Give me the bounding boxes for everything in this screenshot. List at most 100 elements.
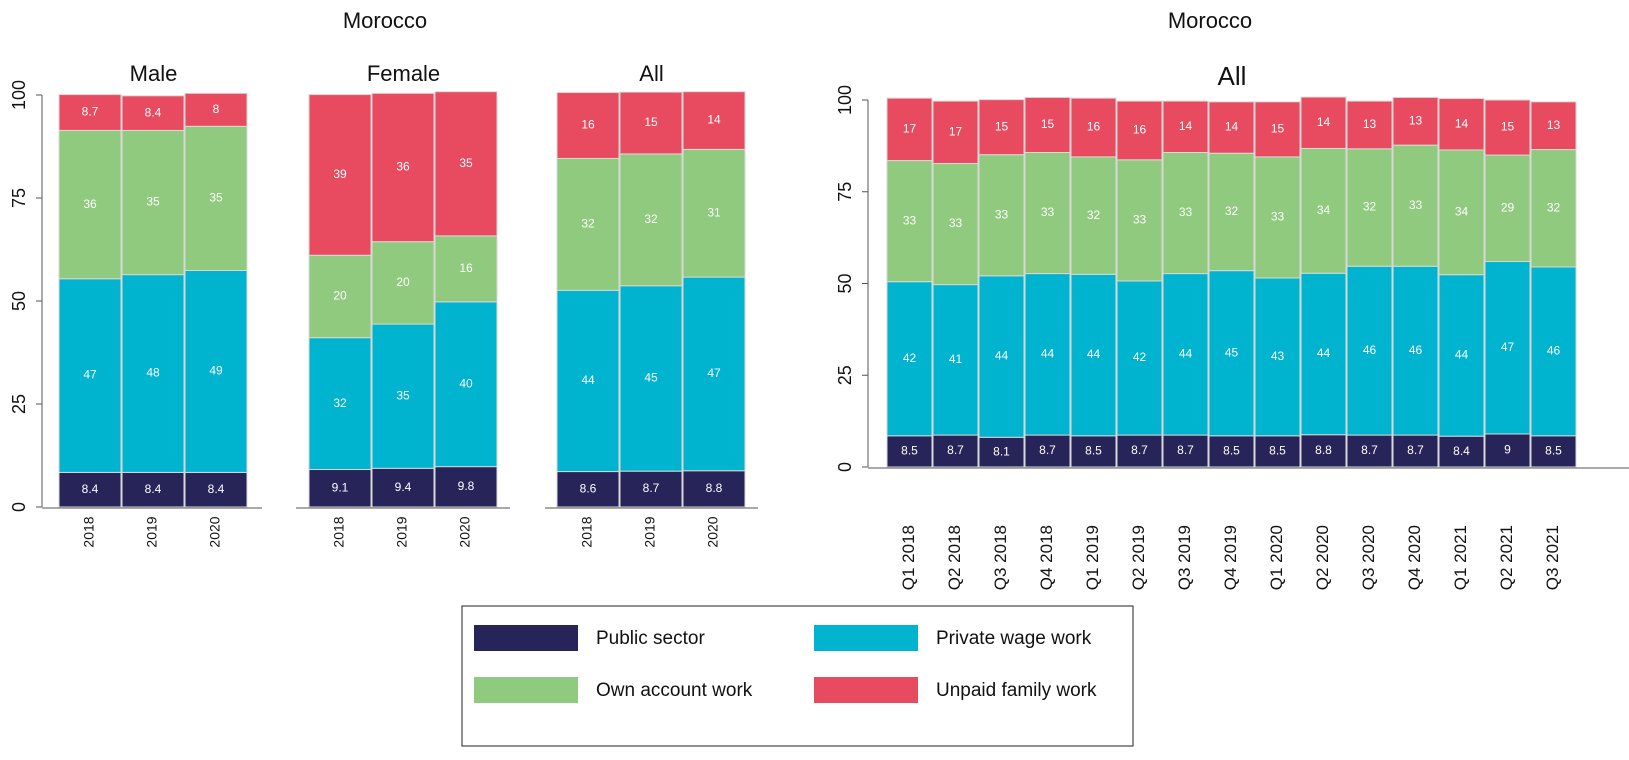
data-label: 39 bbox=[333, 167, 347, 181]
bar-segment bbox=[1484, 433, 1531, 468]
data-label: 40 bbox=[459, 376, 473, 390]
x-tick-label: Q4 2020 bbox=[1405, 525, 1424, 590]
bar-segment bbox=[58, 94, 122, 131]
data-label: 15 bbox=[644, 115, 658, 129]
series: 44 45 47 bbox=[556, 276, 746, 473]
data-label: 8 bbox=[213, 102, 220, 116]
data-label: 8.5 bbox=[1085, 444, 1102, 458]
data-label: 44 bbox=[1179, 347, 1193, 361]
data-label: 44 bbox=[1455, 348, 1469, 362]
bar-segment bbox=[1070, 97, 1117, 158]
data-label: 8.7 bbox=[1039, 443, 1056, 457]
bar-segment bbox=[1208, 435, 1255, 468]
bar-segment bbox=[184, 270, 248, 473]
series: 42 41 44 44 44 42 44 45 43 44 46 46 44 47 46 bbox=[886, 260, 1577, 438]
series: 8.7 8.4 8 bbox=[58, 92, 248, 131]
y-tick-label: 50 bbox=[9, 291, 29, 311]
data-label: 32 bbox=[333, 396, 347, 410]
data-label: 8.5 bbox=[1223, 444, 1240, 458]
bar-segment bbox=[1300, 147, 1347, 274]
x-tick-label: Q3 2021 bbox=[1543, 525, 1562, 590]
bar-segment bbox=[1116, 159, 1163, 282]
x-tick-label: Q4 2018 bbox=[1037, 525, 1056, 590]
data-label: 8.7 bbox=[1407, 443, 1424, 457]
legend-label: Own account work bbox=[596, 680, 753, 701]
data-label: 47 bbox=[707, 366, 721, 380]
data-label: 8.4 bbox=[145, 482, 162, 496]
series: 32 35 40 bbox=[308, 301, 498, 471]
legend-label: Public sector bbox=[596, 628, 705, 649]
bar-segment bbox=[1116, 434, 1163, 468]
data-label: 20 bbox=[333, 289, 347, 303]
panel-title: All bbox=[639, 61, 663, 86]
data-label: 32 bbox=[1087, 208, 1101, 222]
y-tick-label: 50 bbox=[835, 273, 855, 293]
legend-swatch bbox=[814, 625, 918, 651]
bar-segment bbox=[1208, 152, 1255, 272]
x-tick-label: Q3 2020 bbox=[1359, 525, 1378, 590]
data-label: 8.4 bbox=[208, 482, 225, 496]
bar-segment bbox=[1024, 273, 1071, 436]
bar-segment bbox=[1484, 260, 1531, 435]
data-label: 8.5 bbox=[1545, 444, 1562, 458]
x-tick-label: 2019 bbox=[394, 516, 410, 547]
data-label: 48 bbox=[146, 366, 160, 380]
data-label: 13 bbox=[1409, 113, 1423, 127]
bar-segment bbox=[1392, 265, 1439, 436]
bar-segment bbox=[1438, 274, 1485, 437]
data-label: 13 bbox=[1363, 117, 1377, 131]
data-label: 8.7 bbox=[643, 481, 660, 495]
bar-segment bbox=[184, 92, 248, 127]
bar-segment bbox=[619, 285, 683, 472]
data-label: 8.7 bbox=[947, 443, 964, 457]
data-label: 46 bbox=[1547, 344, 1561, 358]
bar-segment bbox=[682, 470, 746, 508]
bar-segment bbox=[434, 466, 498, 508]
x-tick-label: 2020 bbox=[705, 516, 721, 547]
x-tick-label: 2019 bbox=[642, 516, 658, 547]
bar-segment bbox=[886, 160, 933, 283]
bar-segment bbox=[1208, 101, 1255, 154]
data-label: 45 bbox=[1225, 345, 1239, 359]
bar-segment bbox=[978, 154, 1025, 277]
data-label: 14 bbox=[1317, 115, 1331, 129]
data-label: 44 bbox=[581, 373, 595, 387]
bar-segment bbox=[682, 276, 746, 472]
super-title: Morocco bbox=[343, 8, 427, 33]
bar-segment bbox=[1392, 434, 1439, 468]
bar-segment bbox=[1300, 272, 1347, 436]
data-label: 32 bbox=[1363, 200, 1377, 214]
bar-segment bbox=[308, 254, 372, 339]
series: 39 36 35 bbox=[308, 91, 498, 256]
bar-segment bbox=[121, 274, 185, 473]
series: 47 48 49 bbox=[58, 270, 248, 473]
bar-segment bbox=[371, 241, 435, 325]
data-label: 16 bbox=[1087, 120, 1101, 134]
x-tick-label: Q1 2019 bbox=[1083, 525, 1102, 590]
series: 20 20 16 bbox=[308, 235, 498, 339]
data-label: 31 bbox=[707, 205, 721, 219]
data-label: 15 bbox=[1041, 117, 1055, 131]
bar-segment bbox=[1070, 156, 1117, 275]
bar-segment bbox=[1070, 273, 1117, 437]
bar-segment bbox=[434, 235, 498, 303]
data-label: 35 bbox=[459, 156, 473, 170]
data-label: 8.5 bbox=[901, 444, 918, 458]
y-tick-label: 0 bbox=[9, 502, 29, 512]
data-label: 33 bbox=[1271, 210, 1285, 224]
bar-segment bbox=[682, 148, 746, 278]
data-label: 47 bbox=[1501, 340, 1515, 354]
legend-label: Unpaid family work bbox=[936, 680, 1097, 701]
bar-segment bbox=[371, 323, 435, 469]
bar-segment bbox=[932, 434, 979, 468]
bar-segment bbox=[682, 91, 746, 150]
x-tick-label: Q2 2020 bbox=[1313, 525, 1332, 590]
bar-segment bbox=[1484, 99, 1531, 156]
panel-title: Female bbox=[367, 61, 440, 86]
data-label: 42 bbox=[903, 351, 917, 365]
data-label: 16 bbox=[1133, 123, 1147, 137]
y-tick-label: 25 bbox=[9, 394, 29, 414]
data-label: 14 bbox=[1225, 120, 1239, 134]
data-label: 32 bbox=[644, 212, 658, 226]
data-label: 8.7 bbox=[1361, 443, 1378, 457]
